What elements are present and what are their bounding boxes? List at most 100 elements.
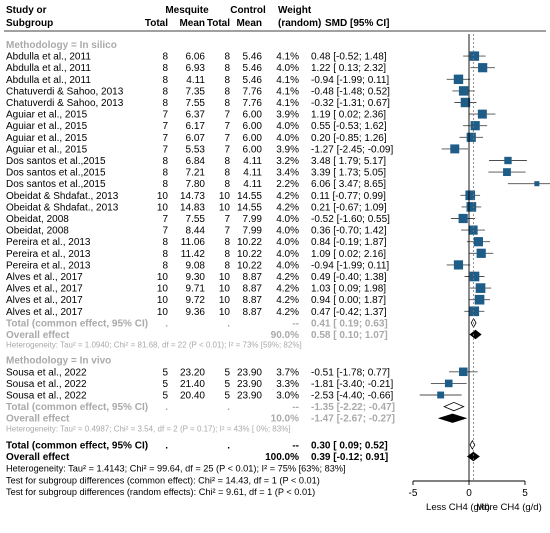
weight: 4.0% bbox=[276, 249, 299, 260]
control-mean: 14.55 bbox=[237, 191, 262, 202]
weight: 3.0% bbox=[276, 391, 299, 402]
mesquite-mean: 8.44 bbox=[186, 226, 206, 237]
weight: 4.2% bbox=[276, 191, 299, 202]
control-total: 10 bbox=[219, 202, 231, 213]
smd-ci: 0.49 [-0.40; 1.38] bbox=[311, 272, 387, 283]
mesquite-total: 8 bbox=[162, 249, 168, 260]
footer-line: Heterogeneity: Tau² = 1.4143; Chi² = 99.… bbox=[6, 464, 346, 474]
effect-diamond bbox=[437, 413, 468, 423]
control-total: 7 bbox=[224, 110, 230, 121]
effect-square bbox=[465, 190, 476, 201]
control-total: 8 bbox=[224, 75, 230, 86]
mesquite-total: 10 bbox=[157, 295, 169, 306]
subgroup-heterogeneity: Heterogeneity: Tau² = 1.0940; Chi² = 81.… bbox=[6, 341, 302, 350]
mesquite-mean: 7.21 bbox=[186, 168, 206, 179]
study-name: Sousa et al., 2022 bbox=[6, 367, 87, 378]
mesquite-total: 7 bbox=[162, 133, 168, 144]
mesquite-mean: 5.53 bbox=[186, 144, 206, 155]
control-mean: 14.55 bbox=[237, 202, 262, 213]
study-name: Chatuverdi & Sahoo, 2013 bbox=[6, 98, 124, 109]
mesquite-mean: 9.08 bbox=[186, 260, 206, 271]
smd-ci: -1.81 [-3.40; -0.21] bbox=[311, 379, 393, 390]
smd-ci: 0.48 [-0.52; 1.48] bbox=[311, 52, 387, 63]
header-mesquite-total: Total bbox=[145, 18, 168, 29]
control-total: . bbox=[227, 440, 230, 451]
weight: 4.1% bbox=[276, 52, 299, 63]
effect-square bbox=[470, 121, 480, 131]
smd-ci: -0.94 [-1.99; 0.11] bbox=[311, 75, 389, 86]
effect-square bbox=[534, 181, 540, 187]
smd-ci: 0.20 [-0.85; 1.26] bbox=[311, 133, 387, 144]
mesquite-total: 10 bbox=[157, 272, 169, 283]
mesquite-total: 8 bbox=[162, 179, 168, 190]
study-name: Pereira et al., 2013 bbox=[6, 260, 91, 271]
control-mean: 5.46 bbox=[243, 52, 263, 63]
mesquite-mean: 9.72 bbox=[186, 295, 206, 306]
mesquite-mean: 6.17 bbox=[186, 121, 206, 132]
effect-square bbox=[450, 144, 460, 154]
control-mean: 23.90 bbox=[237, 367, 262, 378]
effect-square bbox=[469, 306, 480, 317]
study-name: Pereira et al., 2013 bbox=[6, 249, 91, 260]
subgroup-overall-label: Overall effect bbox=[6, 330, 70, 341]
smd-ci: 0.36 [-0.70; 1.42] bbox=[311, 226, 387, 237]
effect-diamond bbox=[443, 401, 465, 412]
effect-square bbox=[477, 109, 487, 119]
smd-ci: -0.94 [-1.99; 0.11] bbox=[311, 260, 389, 271]
study-name: Abdulla et al., 2011 bbox=[6, 63, 91, 74]
header-smd: SMD [95% CI] bbox=[325, 18, 389, 29]
smd-ci: 3.48 [ 1.79; 5.17] bbox=[311, 156, 386, 167]
weight: -- bbox=[292, 318, 299, 329]
control-mean: 23.90 bbox=[237, 391, 262, 402]
mesquite-total: 8 bbox=[162, 156, 168, 167]
smd-ci: 0.55 [-0.53; 1.62] bbox=[311, 121, 387, 132]
control-mean: 10.22 bbox=[237, 260, 262, 271]
mesquite-total: 5 bbox=[162, 367, 168, 378]
weight: -- bbox=[292, 402, 299, 413]
subgroup-heterogeneity: Heterogeneity: Tau² = 0.4987; Chi² = 3.5… bbox=[6, 424, 291, 433]
mesquite-total: 10 bbox=[157, 307, 169, 318]
control-mean: 4.11 bbox=[243, 156, 262, 167]
study-name: Pereira et al., 2013 bbox=[6, 237, 91, 248]
control-mean: 6.00 bbox=[243, 144, 263, 155]
effect-diamond bbox=[466, 451, 480, 462]
subgroup-label: Methodology = In vivo bbox=[6, 356, 111, 367]
weight: 4.2% bbox=[276, 202, 299, 213]
control-total: 7 bbox=[224, 133, 230, 144]
control-total: 10 bbox=[219, 284, 231, 295]
study-name: Aguiar et al., 2015 bbox=[6, 121, 88, 132]
weight: 3.9% bbox=[276, 144, 299, 155]
effect-diamond bbox=[469, 439, 476, 450]
study-name: Obeidat, 2008 bbox=[6, 214, 69, 225]
smd-ci: 0.30 [ 0.09; 0.52] bbox=[311, 440, 388, 451]
effect-square bbox=[458, 86, 469, 96]
weight: 4.1% bbox=[276, 98, 299, 109]
weight: -- bbox=[292, 440, 299, 451]
smd-ci: 1.22 [ 0.13; 2.32] bbox=[311, 63, 386, 74]
control-mean: 5.46 bbox=[243, 63, 263, 74]
study-name: Aguiar et al., 2015 bbox=[6, 110, 88, 121]
subgroup-label: Methodology = In silico bbox=[6, 40, 117, 51]
weight: 4.1% bbox=[276, 75, 299, 86]
control-mean: 7.99 bbox=[243, 226, 263, 237]
header-weight: Weight bbox=[278, 5, 312, 16]
control-mean: 7.76 bbox=[243, 98, 263, 109]
study-name: Obeidat, 2008 bbox=[6, 226, 69, 237]
weight: 90.0% bbox=[271, 330, 299, 341]
mesquite-total: 10 bbox=[157, 191, 169, 202]
weight: 10.0% bbox=[271, 414, 299, 425]
smd-ci: 0.11 [-0.77; 0.99] bbox=[311, 191, 386, 202]
control-total: 7 bbox=[224, 214, 230, 225]
control-total: 8 bbox=[224, 63, 230, 74]
mesquite-mean: 6.93 bbox=[186, 63, 206, 74]
control-total: 8 bbox=[224, 260, 230, 271]
study-name: Sousa et al., 2022 bbox=[6, 379, 87, 390]
study-name: Sousa et al., 2022 bbox=[6, 391, 87, 402]
study-name: Alves et al., 2017 bbox=[6, 295, 83, 306]
study-name: Chatuverdi & Sahoo, 2013 bbox=[6, 86, 124, 97]
control-total: 8 bbox=[224, 179, 230, 190]
weight: 4.0% bbox=[276, 133, 299, 144]
control-total: 7 bbox=[224, 226, 230, 237]
mesquite-mean: 6.37 bbox=[186, 110, 206, 121]
total-common-label: Total (common effect, 95% CI) bbox=[6, 440, 148, 451]
